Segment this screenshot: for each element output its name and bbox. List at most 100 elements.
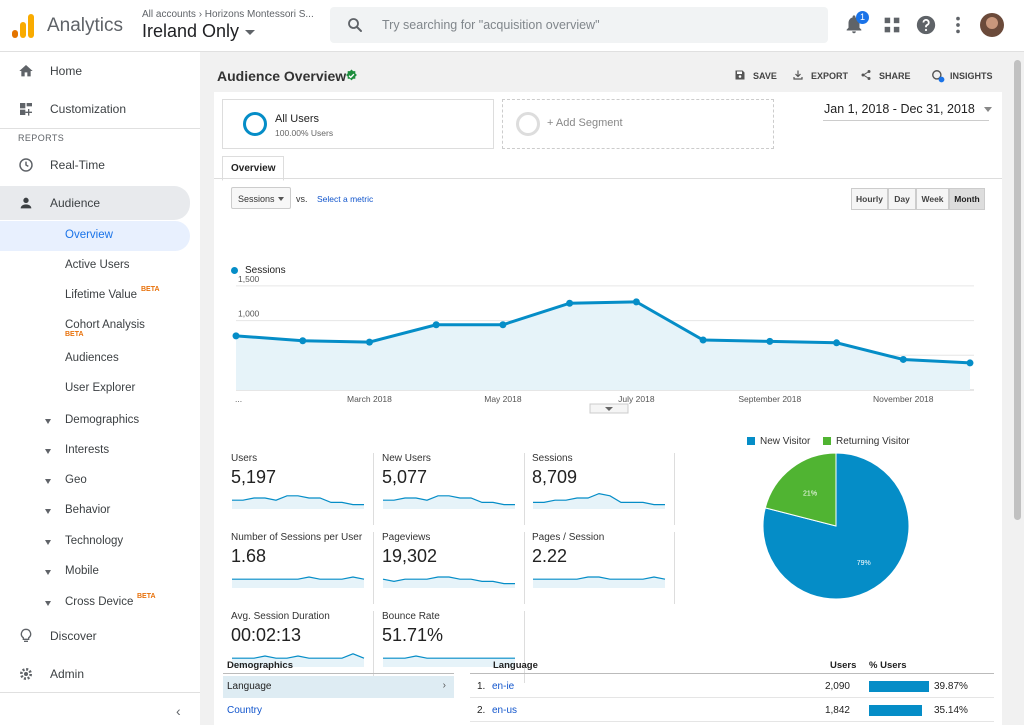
sidebar-item-label: Admin bbox=[50, 667, 85, 681]
sidebar-subitem-overview[interactable]: Overview bbox=[0, 221, 190, 251]
sidebar-subitem-label: Lifetime Value bbox=[65, 289, 138, 301]
granularity-day[interactable]: Day bbox=[888, 188, 916, 210]
percent-value: 39.87% bbox=[934, 681, 968, 692]
chevron-down-icon bbox=[278, 197, 284, 201]
data-point[interactable] bbox=[833, 339, 841, 347]
stat-new-users[interactable]: New Users 5,077 bbox=[380, 453, 525, 525]
page-title: Audience Overview bbox=[217, 68, 347, 84]
scrollbar[interactable] bbox=[1014, 60, 1021, 520]
more-vert-icon[interactable] bbox=[947, 14, 969, 36]
table-row[interactable]: 1. en-ie 2,090 39.87% bbox=[470, 676, 994, 698]
data-point[interactable] bbox=[699, 336, 707, 344]
pie-slice-returning-visitor[interactable] bbox=[764, 452, 837, 527]
search-box[interactable]: Try searching for "acquisition overview" bbox=[330, 7, 828, 43]
sidebar-item-realtime[interactable]: Real-Time bbox=[0, 149, 190, 181]
sidebar-subitem-active-users[interactable]: Active Users bbox=[0, 251, 190, 281]
search-placeholder: Try searching for "acquisition overview" bbox=[382, 18, 600, 32]
person-icon bbox=[20, 197, 32, 209]
sidebar-subitem-technology[interactable]: Technology bbox=[0, 527, 190, 557]
demographics-row-label: Country bbox=[227, 705, 263, 716]
avatar[interactable] bbox=[980, 13, 1004, 37]
demographics-row-language[interactable]: Language › bbox=[223, 676, 454, 698]
sidebar-subitem-audiences[interactable]: Audiences bbox=[0, 344, 190, 374]
language-column-header: Language bbox=[493, 660, 538, 671]
sidebar-item-audience[interactable]: Audience bbox=[0, 186, 190, 220]
view-selector[interactable]: Ireland Only bbox=[142, 21, 256, 42]
data-point[interactable] bbox=[566, 299, 574, 307]
account-breadcrumb[interactable]: All accounts › Horizons Montessori S... bbox=[142, 9, 314, 20]
data-point[interactable] bbox=[966, 359, 974, 367]
data-point[interactable] bbox=[299, 337, 307, 345]
stat-bounce-rate[interactable]: Bounce Rate 51.71% bbox=[380, 611, 525, 683]
segment-all-users[interactable]: All Users 100.00% Users bbox=[222, 99, 494, 149]
stat-users[interactable]: Users 5,197 bbox=[229, 453, 374, 525]
sidebar-subitem-label: Overview bbox=[65, 229, 113, 241]
sidebar-subitem-label: Technology bbox=[65, 535, 124, 547]
clock-icon bbox=[19, 158, 33, 172]
date-range-picker[interactable]: Jan 1, 2018 - Dec 31, 2018 bbox=[824, 102, 992, 116]
sidebar-item-customization[interactable]: Customization bbox=[0, 93, 190, 125]
stat-number-of-sessions-per-user[interactable]: Number of Sessions per User 1.68 bbox=[229, 532, 374, 604]
data-point[interactable] bbox=[432, 321, 440, 329]
add-segment-button[interactable]: + Add Segment bbox=[502, 99, 774, 149]
expand-triangle-icon bbox=[45, 509, 51, 514]
sidebar-subitem-geo[interactable]: Geo bbox=[0, 466, 190, 496]
table-row[interactable]: 2. en-us 1,842 35.14% bbox=[470, 700, 994, 722]
users-value: 1,842 bbox=[824, 705, 850, 716]
stat-sessions[interactable]: Sessions 8,709 bbox=[530, 453, 675, 525]
apps-grid-icon[interactable] bbox=[881, 14, 903, 36]
data-point[interactable] bbox=[766, 337, 774, 345]
stat-value: 51.71% bbox=[382, 625, 444, 645]
stat-value: 5,197 bbox=[231, 467, 277, 487]
gear-icon bbox=[20, 668, 32, 680]
stat-pages-session[interactable]: Pages / Session 2.22 bbox=[530, 532, 675, 604]
sidebar-subitem-user-explorer[interactable]: User Explorer bbox=[0, 374, 190, 404]
sidebar-subitem-demographics[interactable]: Demographics bbox=[0, 406, 190, 436]
data-point[interactable] bbox=[899, 355, 907, 363]
stat-label: Users bbox=[231, 453, 258, 464]
collapse-sidebar-icon[interactable]: ‹ bbox=[176, 703, 181, 719]
help-icon[interactable] bbox=[915, 14, 937, 36]
x-tick-label: May 2018 bbox=[484, 394, 522, 404]
stat-avg-session-duration[interactable]: Avg. Session Duration 00:02:13 bbox=[229, 611, 374, 683]
sidebar-item-discover[interactable]: Discover bbox=[0, 620, 190, 652]
tab-overview[interactable]: Overview bbox=[222, 156, 285, 181]
sidebar-subitem-behavior[interactable]: Behavior bbox=[0, 496, 190, 526]
data-point[interactable] bbox=[632, 298, 640, 306]
stat-pageviews[interactable]: Pageviews 19,302 bbox=[380, 532, 525, 604]
sidebar-subitem-cross-device[interactable]: Cross Device BETA bbox=[0, 588, 190, 618]
language-link[interactable]: en-ie bbox=[492, 681, 515, 692]
sidebar-subitem-label: Geo bbox=[65, 474, 87, 486]
data-point[interactable] bbox=[365, 338, 373, 346]
select-metric-link[interactable]: Select a metric bbox=[317, 194, 374, 204]
users-column-header[interactable]: Users bbox=[830, 660, 857, 671]
main-content: Audience Overview SAVE EXPORT SHARE INSI… bbox=[200, 52, 1024, 725]
analytics-logo[interactable] bbox=[12, 14, 34, 38]
sidebar-subitem-label: User Explorer bbox=[65, 382, 136, 394]
granularity-month[interactable]: Month bbox=[949, 188, 985, 210]
y-tick-label: 1,000 bbox=[238, 309, 260, 319]
data-point[interactable] bbox=[232, 332, 240, 340]
data-point[interactable] bbox=[499, 321, 507, 329]
sidebar-subitem-lifetime-value[interactable]: Lifetime Value BETA bbox=[0, 281, 190, 311]
segment-name: All Users bbox=[275, 113, 320, 125]
language-link[interactable]: en-us bbox=[492, 705, 518, 716]
demographics-row-country[interactable]: Country bbox=[223, 700, 454, 722]
stat-label: Bounce Rate bbox=[382, 611, 440, 622]
metric-select-value: Sessions bbox=[238, 194, 275, 204]
sparkline bbox=[383, 495, 515, 509]
sidebar-item-home[interactable]: Home bbox=[0, 55, 190, 87]
sidebar-subitem-mobile[interactable]: Mobile bbox=[0, 557, 190, 587]
sidebar-item-label: Discover bbox=[50, 629, 97, 643]
sidebar-subitem-interests[interactable]: Interests bbox=[0, 436, 190, 466]
granularity-week[interactable]: Week bbox=[916, 188, 949, 210]
sidebar-item-admin[interactable]: Admin bbox=[0, 658, 190, 690]
beta-badge: BETA bbox=[137, 593, 156, 600]
granularity-hourly[interactable]: Hourly bbox=[851, 188, 888, 210]
sparkline-line bbox=[383, 655, 515, 659]
percent-users-column-header[interactable]: % Users bbox=[869, 660, 907, 671]
x-tick-label: March 2018 bbox=[347, 394, 392, 404]
top-bar: Analytics All accounts › Horizons Montes… bbox=[0, 0, 1024, 52]
sidebar-subitem-cohort-analysis[interactable]: Cohort Analysis BETA bbox=[0, 311, 190, 341]
metric-select[interactable]: Sessions bbox=[231, 187, 291, 209]
